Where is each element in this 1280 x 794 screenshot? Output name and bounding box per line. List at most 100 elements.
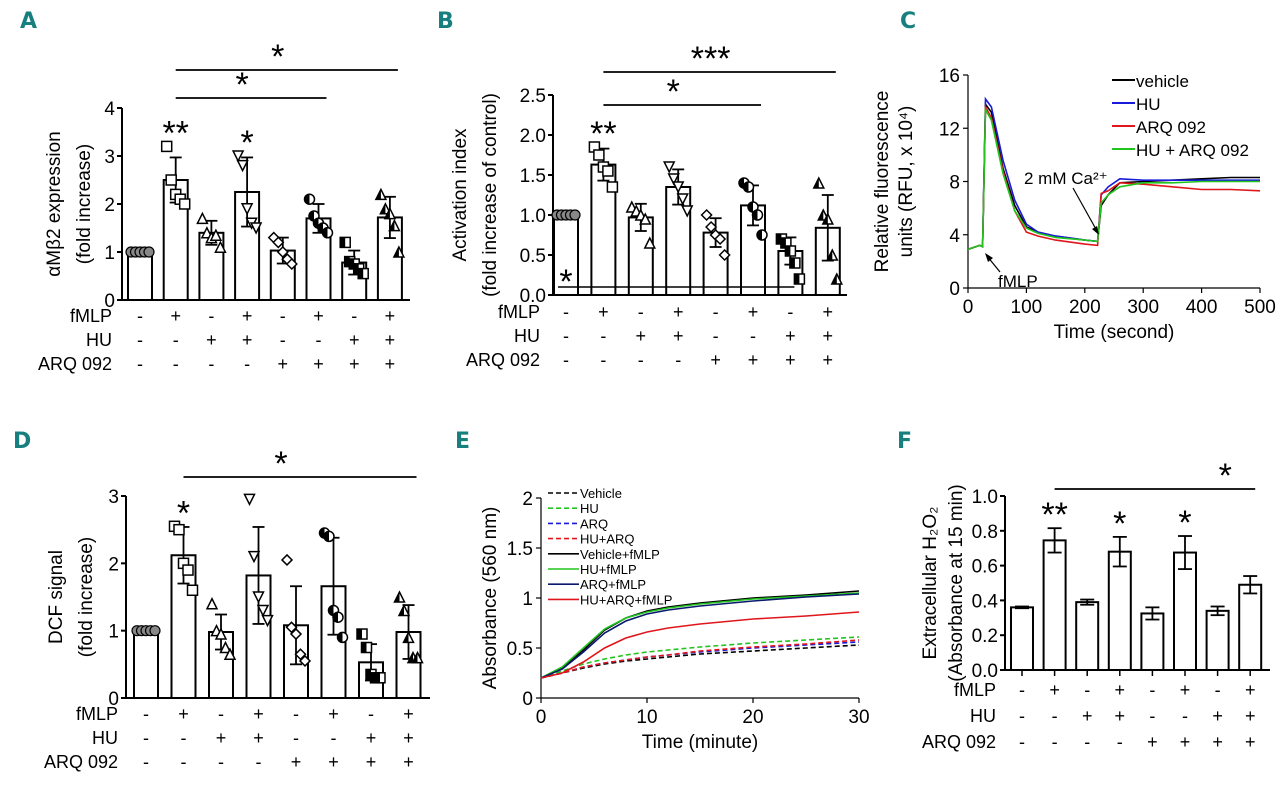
condition-sign: + — [673, 326, 684, 346]
condition-label-hu: HU — [970, 706, 996, 726]
panel-label: A — [20, 9, 37, 34]
condition-sign: - — [244, 354, 250, 374]
legend-label: ARQ — [580, 516, 608, 531]
bar — [553, 214, 579, 296]
data-point-half-fill — [822, 214, 828, 224]
y-tick-label: 2.5 — [520, 86, 546, 107]
condition-label-arq-092: ARQ 092 — [922, 732, 996, 752]
data-point-half-fill — [813, 178, 819, 188]
condition-sign: + — [313, 354, 324, 374]
bar — [1205, 609, 1230, 672]
data-point-half-fill — [394, 592, 400, 602]
condition-sign: - — [563, 326, 569, 346]
comparison-label: * — [235, 66, 248, 104]
condition-sign: - — [218, 704, 224, 724]
y-tick-label: 8 — [949, 173, 960, 194]
condition-label-hu: HU — [86, 330, 112, 350]
x-tick-label: 20 — [742, 707, 763, 728]
condition-sign: - — [1117, 732, 1123, 752]
y-tick-label: 0 — [522, 689, 533, 710]
condition-sign: - — [713, 326, 719, 346]
bar — [1173, 551, 1197, 671]
condition-sign: - — [1019, 680, 1025, 700]
condition-sign: + — [1245, 680, 1256, 700]
arrow-head — [1092, 226, 1099, 235]
data-point-diamond — [298, 654, 312, 668]
bar — [1042, 539, 1067, 671]
series-line-vehicle — [540, 644, 860, 679]
condition-sign: - — [293, 704, 299, 724]
series-line-hu — [540, 636, 860, 679]
condition-sign: - — [143, 728, 149, 748]
data-point-triangle — [214, 627, 228, 640]
series-line-hu-arq-fmlp — [540, 611, 860, 679]
data-point-half-fill — [357, 629, 362, 640]
data-point-diamond — [294, 648, 307, 661]
data-point-half-fill — [748, 202, 753, 212]
data-point-half-fill — [366, 669, 371, 680]
condition-sign: - — [181, 752, 187, 772]
significance-marker: ** — [1041, 496, 1067, 534]
y-tick-label: 0 — [104, 291, 115, 312]
y-tick-label: 0.4 — [972, 591, 999, 612]
condition-sign: + — [313, 306, 324, 326]
condition-sign: + — [328, 704, 339, 724]
y-tick-label: 1.0 — [972, 487, 998, 508]
data-point-half-fill — [389, 220, 395, 231]
condition-sign: - — [218, 752, 224, 772]
panel-label: C — [900, 9, 916, 34]
condition-sign: - — [181, 728, 187, 748]
legend-label: Vehicle+fMLP — [580, 547, 660, 562]
x-tick-label: 0 — [963, 297, 974, 318]
condition-label-arq-092: ARQ 092 — [466, 350, 540, 370]
data-point-circle — [569, 209, 581, 221]
condition-sign: - — [208, 306, 214, 326]
panel-b: B 0.0 0.5 1.0 1.5 2.0 2.5 Activation index (fold… — [437, 9, 847, 370]
data-point-half-fill — [831, 274, 837, 284]
condition-sign: + — [291, 752, 302, 772]
condition-label-hu: HU — [514, 326, 540, 346]
data-point-circle — [149, 625, 161, 637]
y-axis-label: (fold increase) — [74, 144, 95, 264]
data-point-half-fill — [322, 227, 328, 238]
data-point-half-fill — [785, 246, 791, 256]
series-line-hu — [967, 96, 1260, 251]
data-point-half-fill — [403, 632, 409, 643]
data-point-triangle-down — [261, 614, 274, 628]
data-point-square — [178, 198, 191, 210]
condition-sign: - — [600, 350, 606, 370]
legend-label: Vehicle — [580, 486, 622, 501]
condition-sign: - — [331, 728, 337, 748]
condition-sign: - — [1149, 706, 1155, 726]
condition-sign: - — [600, 326, 606, 346]
condition-sign: - — [1052, 732, 1058, 752]
condition-sign: - — [1084, 732, 1090, 752]
legend-label: HU+ARQ+fMLP — [580, 592, 672, 607]
y-axis-label: Absorbance (560 nm) — [480, 507, 501, 690]
data-point-half-fill — [375, 189, 381, 200]
bar — [1107, 550, 1132, 671]
data-point-half-fill — [375, 672, 380, 683]
data-point-diamond — [705, 220, 718, 234]
data-point-square — [165, 174, 177, 186]
panel-d: D 0 1 2 3 DCF signal (fold increase) * * fMLP - + - +… — [13, 429, 430, 772]
condition-sign: + — [206, 330, 217, 350]
significance-marker: * — [1178, 504, 1191, 542]
y-axis-label: (Absorbance at 15 min) — [946, 484, 967, 682]
condition-sign: + — [785, 326, 796, 346]
bar — [133, 629, 159, 700]
condition-sign: + — [385, 330, 396, 350]
data-point-half-fill — [309, 211, 314, 221]
y-axis-label: (fold increase of control) — [480, 93, 501, 297]
annotation-fmlp: fMLP — [998, 272, 1038, 291]
legend-label: ARQ+fMLP — [580, 577, 646, 592]
data-point-triangle-down — [667, 173, 680, 186]
y-axis-label: αMβ2 expression — [44, 131, 65, 276]
x-tick-label: 100 — [1011, 297, 1043, 318]
condition-sign: - — [173, 354, 179, 374]
data-point-square — [606, 181, 619, 193]
data-point-diamond — [289, 627, 303, 641]
data-point-diamond — [276, 245, 289, 259]
data-point-half-fill — [743, 182, 749, 192]
